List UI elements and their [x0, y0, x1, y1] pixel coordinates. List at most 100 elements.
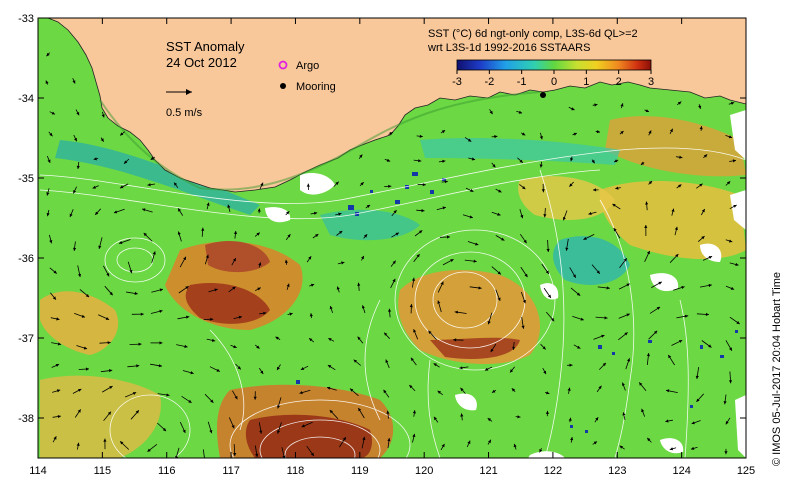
velocity-arrow [257, 208, 261, 214]
velocity-arrow [353, 359, 361, 366]
map-plot-area [38, 18, 746, 458]
velocity-arrow [699, 126, 703, 131]
velocity-arrow [300, 365, 309, 371]
colorbar-tick-label: 1 [583, 76, 589, 88]
velocity-arrow [465, 187, 474, 193]
velocity-arrow [543, 287, 552, 299]
y-axis: -33-34-35-36-37-38 [18, 13, 746, 425]
velocity-arrow [484, 366, 493, 371]
scale-arrow [166, 89, 192, 95]
warm-patch-southwest [40, 291, 119, 355]
argo-legend-icon [278, 60, 288, 70]
velocity-arrow [179, 421, 186, 434]
velocity-arrow [150, 363, 163, 368]
velocity-arrow [592, 441, 598, 445]
velocity-arrow [669, 253, 679, 263]
velocity-arrow [519, 184, 526, 190]
velocity-arrow [539, 132, 543, 140]
velocity-arrow [512, 341, 516, 351]
velocity-arrow [233, 444, 237, 457]
warm-patch-east [599, 180, 746, 260]
velocity-arrow [410, 357, 417, 366]
velocity-arrow [541, 183, 545, 193]
y-tick-label: -36 [18, 253, 34, 265]
hot-patch-116 [205, 241, 270, 273]
velocity-arrow [391, 232, 400, 238]
velocity-arrow [690, 446, 698, 450]
velocity-arrow [285, 211, 290, 216]
x-tick-label: 116 [158, 465, 176, 477]
velocity-arrow [231, 257, 237, 266]
velocity-arrow [103, 411, 112, 421]
colorbar-tick-label: 2 [616, 76, 622, 88]
velocity-arrow [725, 181, 731, 186]
velocity-arrow [612, 203, 621, 210]
velocity-arrow [511, 388, 516, 392]
velocity-arrow [103, 438, 107, 450]
velocity-arrow [275, 336, 281, 340]
velocity-arrow [390, 260, 397, 267]
velocity-arrow [333, 181, 339, 187]
velocity-arrow [361, 305, 366, 314]
velocity-arrow [306, 255, 312, 263]
velocity-arrow [440, 443, 445, 451]
velocity-arrow [460, 387, 466, 394]
velocity-arrow [299, 389, 311, 395]
velocity-arrow [436, 206, 447, 211]
velocity-arrow [591, 159, 596, 164]
velocity-arrow [157, 393, 170, 397]
imos-credit: © IMOS 05-Jul-2017 20:04 Hobart Time [771, 272, 783, 466]
velocity-arrow [567, 387, 571, 394]
velocity-arrow [437, 300, 442, 313]
velocity-arrow [545, 311, 555, 322]
x-tick-label: 123 [608, 465, 626, 477]
velocity-arrow [595, 316, 608, 320]
velocity-arrow [46, 52, 50, 57]
velocity-arrow [361, 436, 366, 449]
velocity-arrow [284, 259, 288, 265]
missing-data-patches [265, 110, 746, 458]
velocity-arrow [615, 186, 621, 190]
velocity-arrow [286, 283, 290, 290]
velocity-arrow [520, 132, 526, 136]
velocity-arrow [46, 188, 50, 196]
velocity-arrow [74, 313, 86, 318]
velocity-arrow [151, 288, 164, 293]
velocity-arrow [328, 337, 335, 342]
velocity-arrow [207, 421, 213, 434]
velocity-arrow [228, 286, 236, 293]
velocity-arrow [100, 369, 113, 373]
velocity-arrow [235, 363, 242, 370]
velocity-arrow [728, 101, 735, 105]
velocity-arrow [671, 339, 683, 346]
velocity-arrow [417, 183, 426, 187]
velocity-arrow [93, 157, 99, 161]
velocity-arrow [618, 332, 628, 341]
velocity-arrow [570, 156, 574, 162]
velocity-arrow [567, 363, 573, 367]
velocity-arrow [78, 367, 90, 371]
velocity-arrow [491, 266, 502, 275]
velocity-arrow [648, 130, 652, 136]
velocity-arrow [287, 312, 293, 316]
velocity-arrow [644, 250, 651, 262]
velocity-arrow [433, 363, 440, 368]
velocity-arrow [583, 234, 595, 240]
velocity-arrow [437, 390, 443, 396]
velocity-arrow [349, 388, 359, 397]
velocity-arrow [76, 345, 88, 350]
velocity-arrow [73, 241, 77, 251]
velocity-arrow [695, 367, 700, 380]
velocity-arrow [181, 395, 192, 404]
velocity-arrow [464, 137, 472, 142]
velocity-arrow [572, 132, 578, 136]
velocity-arrow [147, 183, 156, 187]
velocity-arrow [495, 188, 502, 193]
velocity-arrow [309, 313, 313, 319]
velocity-arrow [51, 342, 62, 346]
velocity-arrow [336, 230, 343, 236]
velocity-arrow [673, 286, 685, 291]
velocity-arrow [258, 422, 263, 434]
velocity-arrow [700, 208, 706, 216]
velocity-arrow [592, 188, 599, 192]
